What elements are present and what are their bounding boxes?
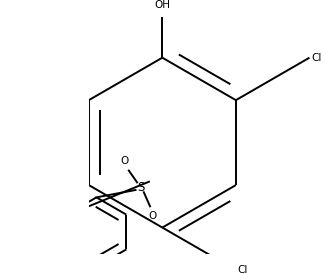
Text: Cl: Cl bbox=[311, 53, 322, 63]
Text: O: O bbox=[149, 211, 157, 221]
Text: OH: OH bbox=[154, 0, 170, 10]
Text: S: S bbox=[138, 181, 145, 194]
Text: Cl: Cl bbox=[238, 265, 248, 274]
Text: O: O bbox=[120, 156, 128, 166]
